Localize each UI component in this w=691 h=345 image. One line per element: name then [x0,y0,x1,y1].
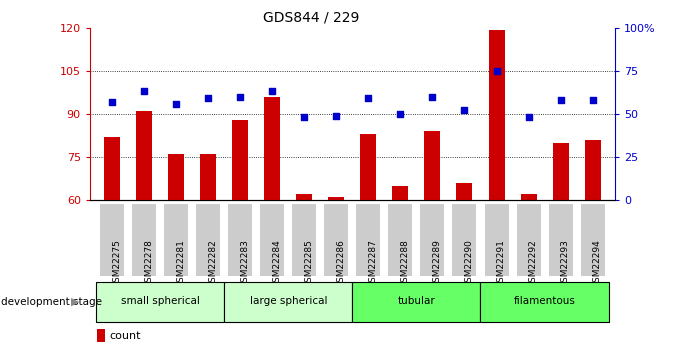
Text: GSM22289: GSM22289 [433,239,442,288]
FancyBboxPatch shape [453,204,477,276]
Text: filamentous: filamentous [513,296,576,306]
FancyBboxPatch shape [480,282,609,322]
Bar [97,329,104,342]
Text: GSM22285: GSM22285 [304,239,314,288]
Text: GSM22293: GSM22293 [560,239,569,288]
Point [171,101,182,106]
Text: GDS844 / 229: GDS844 / 229 [263,10,359,24]
Point [491,68,502,73]
FancyBboxPatch shape [420,204,444,276]
Bar [328,197,344,200]
Text: count: count [109,331,141,341]
Point [459,108,470,113]
Text: GSM22291: GSM22291 [497,239,506,288]
Text: GSM22275: GSM22275 [112,239,121,288]
Point [235,94,246,99]
Bar [392,186,408,200]
Text: small spherical: small spherical [121,296,200,306]
Text: development stage: development stage [1,297,102,307]
Text: ▶: ▶ [71,297,79,307]
FancyBboxPatch shape [225,282,352,322]
Bar [265,97,281,200]
FancyBboxPatch shape [196,204,220,276]
FancyBboxPatch shape [96,282,225,322]
Bar [424,131,440,200]
Bar [104,137,120,200]
FancyBboxPatch shape [357,204,381,276]
Bar [136,111,152,200]
FancyBboxPatch shape [388,204,413,276]
FancyBboxPatch shape [549,204,573,276]
Point [139,89,150,94]
Text: GSM22278: GSM22278 [144,239,153,288]
Point [267,89,278,94]
Text: large spherical: large spherical [249,296,327,306]
FancyBboxPatch shape [164,204,188,276]
Point [299,115,310,120]
Point [106,99,117,105]
Text: GSM22286: GSM22286 [337,239,346,288]
Bar [232,120,248,200]
Text: GSM22288: GSM22288 [401,239,410,288]
Text: GSM22287: GSM22287 [368,239,377,288]
Bar [457,183,473,200]
Text: GSM22292: GSM22292 [529,239,538,288]
Text: GSM22290: GSM22290 [464,239,473,288]
Bar [200,154,216,200]
Text: GSM22283: GSM22283 [240,239,249,288]
Point [555,97,566,103]
Text: GSM22294: GSM22294 [593,239,602,288]
Bar [520,194,536,200]
FancyBboxPatch shape [292,204,316,276]
Point [587,97,598,103]
FancyBboxPatch shape [132,204,156,276]
FancyBboxPatch shape [228,204,252,276]
Point [395,111,406,117]
Bar [553,142,569,200]
Bar [585,140,600,200]
Text: GSM22284: GSM22284 [272,239,281,288]
Bar [169,154,184,200]
FancyBboxPatch shape [324,204,348,276]
Bar [361,134,377,200]
Text: GSM22282: GSM22282 [208,239,217,288]
Point [202,96,214,101]
Point [523,115,534,120]
FancyBboxPatch shape [352,282,480,322]
Point [331,113,342,118]
Point [427,94,438,99]
Text: GSM22281: GSM22281 [176,239,185,288]
FancyBboxPatch shape [580,204,605,276]
Bar [296,194,312,200]
FancyBboxPatch shape [484,204,509,276]
Bar [489,30,504,200]
Text: tubular: tubular [397,296,435,306]
Point [363,96,374,101]
FancyBboxPatch shape [100,204,124,276]
FancyBboxPatch shape [261,204,285,276]
FancyBboxPatch shape [516,204,540,276]
